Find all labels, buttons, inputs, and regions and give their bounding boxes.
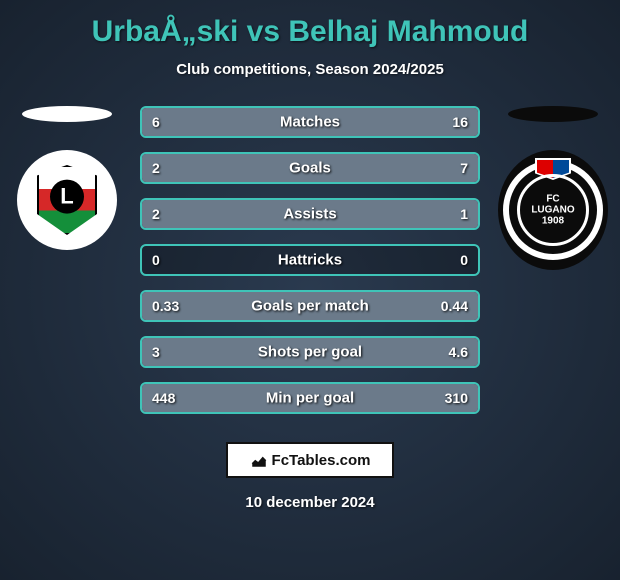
team-initial: L (50, 180, 84, 214)
crest-text: FCLUGANO1908 (531, 194, 574, 227)
left-team-col: L (12, 106, 122, 250)
stat-value-left: 3 (152, 344, 160, 360)
stat-label: Hattricks (278, 252, 342, 269)
page-title: UrbaÅ„ski vs Belhaj Mahmoud (0, 15, 620, 49)
stat-row: Assists 2 1 (140, 198, 480, 230)
stat-value-right: 0 (460, 252, 468, 268)
stat-value-left: 0.33 (152, 298, 179, 314)
right-color-swatch (508, 106, 598, 122)
stat-label: Assists (283, 206, 336, 223)
stat-label: Shots per goal (258, 344, 362, 361)
stat-row: Matches 6 16 (140, 106, 480, 138)
bar-fill-right (233, 108, 478, 136)
bar-fill-left (142, 338, 273, 366)
stat-value-right: 16 (452, 114, 468, 130)
bar-fill-right (216, 154, 478, 182)
shield-icon: L (37, 165, 97, 235)
stat-label: Goals (289, 160, 331, 177)
stat-value-right: 0.44 (441, 298, 468, 314)
stat-bars: Matches 6 16 Goals 2 7 Assists 2 1 Hattricks 0 0 Goa… (140, 106, 480, 414)
left-color-swatch (22, 106, 112, 122)
right-team-col: FCLUGANO1908 (498, 106, 608, 270)
stat-value-right: 7 (460, 160, 468, 176)
stat-value-left: 448 (152, 390, 175, 406)
footer-date: 10 december 2024 (0, 494, 620, 511)
stat-value-left: 6 (152, 114, 160, 130)
stat-label: Min per goal (266, 390, 354, 407)
stat-value-left: 2 (152, 160, 160, 176)
brand-badge: FcTables.com (226, 442, 394, 478)
stat-value-left: 2 (152, 206, 160, 222)
left-team-crest: L (17, 150, 117, 250)
stat-row: Hattricks 0 0 (140, 244, 480, 276)
page-subtitle: Club competitions, Season 2024/2025 (0, 61, 620, 78)
stat-value-right: 4.6 (449, 344, 468, 360)
stat-label: Matches (280, 114, 340, 131)
comparison-card: UrbaÅ„ski vs Belhaj Mahmoud Club competi… (0, 0, 620, 511)
chart-icon (250, 451, 268, 469)
stat-row: Goals 2 7 (140, 152, 480, 184)
stat-value-left: 0 (152, 252, 160, 268)
stat-row: Shots per goal 3 4.6 (140, 336, 480, 368)
stat-row: Goals per match 0.33 0.44 (140, 290, 480, 322)
crest-ring: FCLUGANO1908 (503, 160, 603, 260)
stat-label: Goals per match (251, 298, 369, 315)
brand-text: FcTables.com (272, 452, 371, 469)
stat-row: Min per goal 448 310 (140, 382, 480, 414)
right-team-crest: FCLUGANO1908 (498, 150, 608, 270)
stat-value-right: 1 (460, 206, 468, 222)
main-row: L Matches 6 16 Goals 2 7 Assists 2 1 Hattricks 0 0 G… (0, 106, 620, 414)
stat-value-right: 310 (445, 390, 468, 406)
